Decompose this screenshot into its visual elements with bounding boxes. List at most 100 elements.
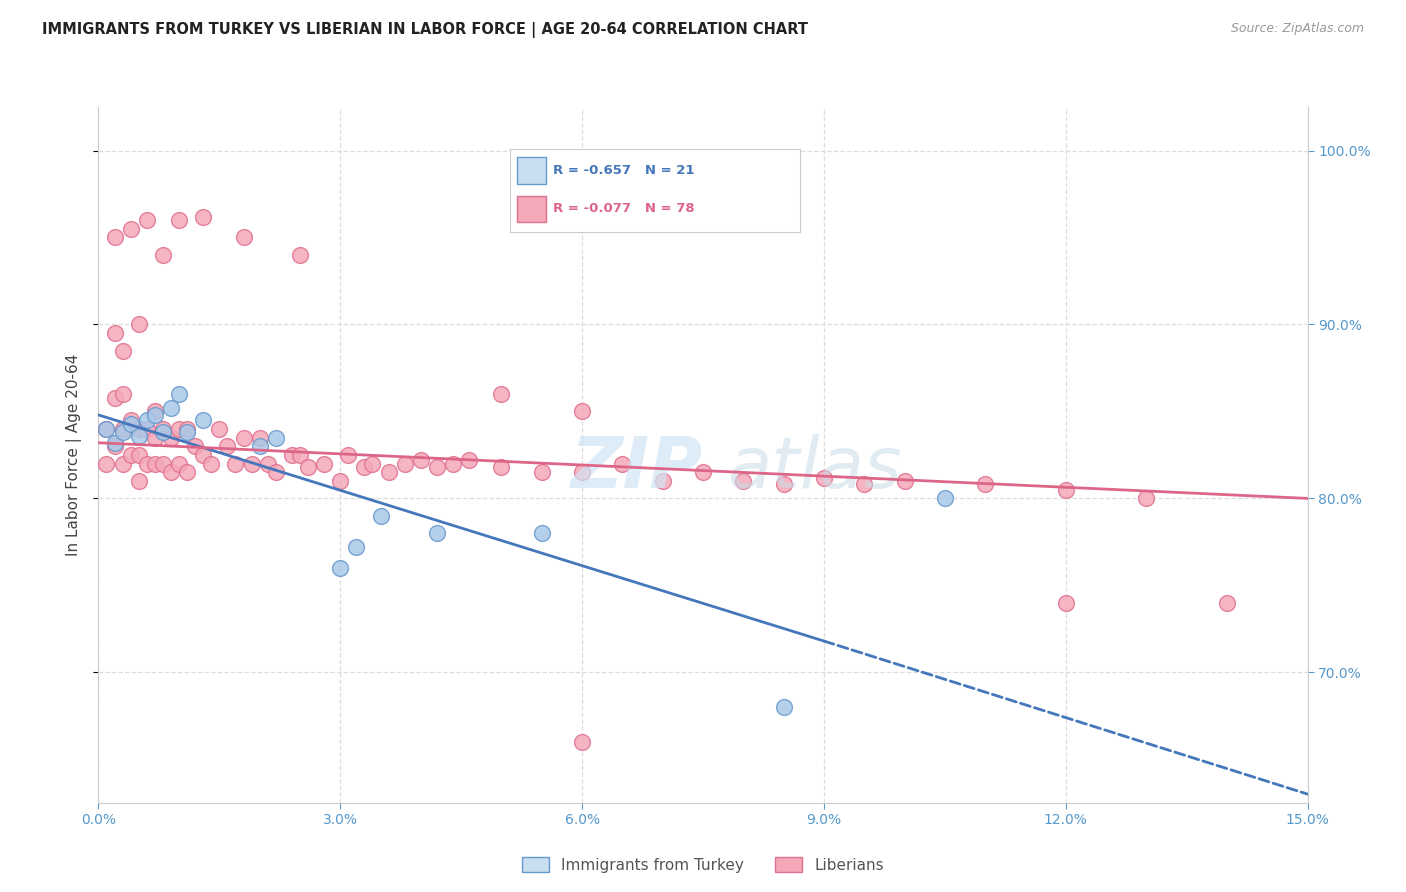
Point (426, 526, 449, 541)
Point (111, 425, 134, 440)
Point (160, 466, 183, 480)
Point (160, 431, 183, 445)
Point (193, 413, 215, 427)
Point (120, 448, 142, 462)
Point (184, 439, 207, 453)
Point (176, 422, 198, 436)
Point (160, 401, 183, 415)
Point (934, 491, 956, 506)
Text: R = -0.657   N = 21: R = -0.657 N = 21 (553, 164, 695, 177)
Point (208, 422, 231, 436)
Point (128, 429, 150, 443)
Point (288, 448, 311, 462)
Point (103, 435, 125, 450)
Point (135, 213, 157, 227)
Point (193, 210, 215, 224)
FancyBboxPatch shape (517, 195, 546, 222)
Point (571, 735, 593, 749)
Point (152, 425, 174, 440)
Point (264, 431, 287, 445)
Point (651, 474, 673, 488)
Point (264, 466, 287, 480)
Point (409, 453, 432, 467)
Text: ZIP: ZIP (571, 434, 703, 503)
Point (176, 425, 198, 440)
Point (193, 448, 215, 462)
Point (692, 466, 714, 480)
Point (530, 526, 553, 541)
Point (441, 457, 464, 471)
Point (394, 457, 416, 471)
Point (143, 457, 166, 471)
Point (256, 457, 278, 471)
Point (143, 404, 166, 418)
Point (128, 448, 150, 462)
Point (176, 466, 198, 480)
Point (733, 474, 755, 488)
Point (288, 248, 311, 262)
Point (426, 460, 449, 475)
Point (1054, 596, 1077, 610)
Point (152, 457, 174, 471)
Point (96, 422, 118, 436)
Point (1216, 596, 1239, 610)
Point (491, 460, 513, 475)
Y-axis label: In Labor Force | Age 20-64: In Labor Force | Age 20-64 (66, 354, 83, 556)
Point (1054, 483, 1077, 497)
Point (281, 448, 304, 462)
Point (530, 466, 553, 480)
Point (329, 474, 352, 488)
Point (135, 413, 157, 427)
Point (103, 326, 125, 340)
Point (167, 387, 190, 401)
Point (249, 439, 271, 453)
Point (853, 477, 876, 491)
Point (337, 448, 360, 462)
Text: R = -0.077   N = 78: R = -0.077 N = 78 (553, 202, 695, 215)
Point (344, 540, 367, 554)
Point (143, 408, 166, 422)
Point (217, 439, 239, 453)
Point (612, 457, 634, 471)
Point (128, 474, 150, 488)
Point (772, 700, 794, 714)
Legend: Immigrants from Turkey, Liberians: Immigrants from Turkey, Liberians (516, 850, 890, 879)
Point (167, 422, 190, 436)
Point (152, 422, 174, 436)
Point (491, 387, 513, 401)
Point (120, 413, 142, 427)
Point (232, 431, 254, 445)
Point (370, 508, 392, 523)
Point (143, 431, 166, 445)
Point (1135, 491, 1157, 506)
Text: Source: ZipAtlas.com: Source: ZipAtlas.com (1230, 22, 1364, 36)
Point (232, 230, 254, 244)
Point (361, 457, 384, 471)
Point (200, 457, 222, 471)
Point (249, 431, 271, 445)
Point (813, 470, 835, 484)
Point (329, 561, 352, 575)
Point (111, 422, 134, 436)
Point (571, 466, 593, 480)
Point (111, 343, 134, 358)
Point (167, 457, 190, 471)
Point (135, 457, 157, 471)
FancyBboxPatch shape (517, 157, 546, 184)
Point (103, 230, 125, 244)
Text: atlas: atlas (727, 434, 901, 503)
Point (128, 318, 150, 332)
Point (135, 422, 157, 436)
Point (240, 457, 263, 471)
Point (103, 391, 125, 405)
Point (167, 213, 190, 227)
Point (111, 457, 134, 471)
Point (893, 474, 915, 488)
Point (458, 453, 481, 467)
Point (152, 248, 174, 262)
Point (224, 457, 246, 471)
Point (96, 457, 118, 471)
Point (772, 477, 794, 491)
Point (120, 222, 142, 236)
Point (103, 439, 125, 453)
